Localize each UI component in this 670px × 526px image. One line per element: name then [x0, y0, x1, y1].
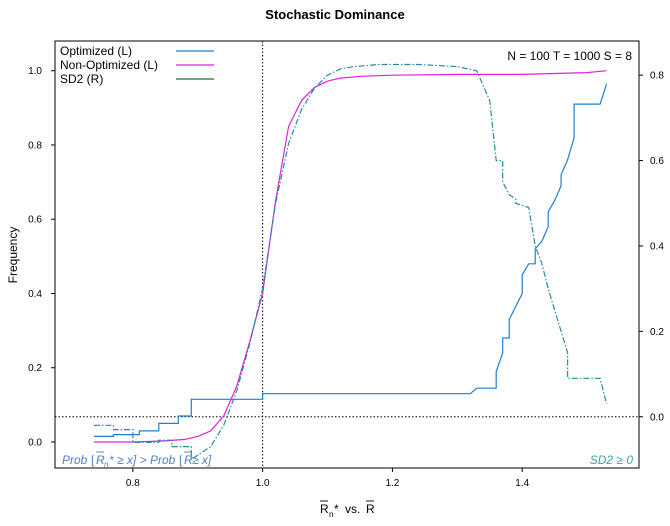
y-tick-label: 0.0 [28, 438, 42, 449]
annot-r-2: R [184, 453, 193, 467]
y-right-tick-label: 0.0 [650, 412, 664, 423]
x-label-part-1: R [320, 502, 329, 516]
bottom-right-annotation: SD2 ≥ 0 [590, 453, 634, 467]
y-tick-label: 0.4 [28, 289, 42, 300]
series-line-non-optimized-l [93, 70, 607, 443]
y-tick-label: 0.6 [28, 215, 42, 226]
x-tick-label: 0.8 [126, 478, 140, 489]
bottom-left-annotation: Prob [ R n * ≥ x] > Prob [ R ≥ x] [62, 451, 212, 469]
legend: Optimized (L) Non-Optimized (L) SD2 (R) [60, 44, 214, 86]
y-right-tick-label: 0.4 [650, 241, 664, 252]
y-axis-label: Frequency [6, 227, 20, 284]
y-axis-left: 0.0 0.2 0.4 0.6 0.8 1.0 [28, 66, 55, 449]
y-tick-label: 0.8 [28, 140, 42, 151]
x-tick-label: 1.2 [385, 478, 399, 489]
y-tick-label: 1.0 [28, 66, 42, 77]
chart-title: Stochastic Dominance [265, 7, 404, 22]
x-axis: 0.8 1.0 1.2 1.4 [126, 468, 530, 489]
legend-label-non-optimized: Non-Optimized (L) [60, 58, 158, 72]
x-tick-label: 1.4 [515, 478, 529, 489]
annot-tail: ≥ x] [192, 453, 212, 467]
x-label-sub: n [329, 510, 333, 519]
x-label-part-2: * [334, 502, 339, 516]
annot-prob-2: Prob [150, 453, 176, 467]
annot-bracket-2: [ [179, 453, 183, 467]
y-axis-right: 0.0 0.2 0.4 0.6 0.8 [639, 71, 664, 423]
plot-frame [54, 40, 640, 469]
x-label-part-4: R [366, 502, 375, 516]
annot-r-1: R [96, 453, 105, 467]
x-tick-label: 1.0 [256, 478, 270, 489]
annot-prob-1: Prob [62, 453, 88, 467]
annot-bracket-1: [ [91, 453, 95, 467]
legend-label-sd2: SD2 (R) [60, 72, 103, 86]
x-axis-label: R n * vs. R [320, 500, 375, 519]
y-right-tick-label: 0.8 [650, 71, 664, 82]
y-right-tick-label: 0.2 [650, 327, 664, 338]
series-layer [93, 63, 608, 461]
y-tick-label: 0.2 [28, 363, 42, 374]
reference-lines [55, 41, 639, 468]
annot-mid: * ≥ x] > [109, 453, 147, 467]
x-label-part-3: vs. [345, 502, 360, 516]
series-line-sd2-r [93, 63, 608, 461]
series-line-optimized-l [93, 83, 608, 437]
legend-label-optimized: Optimized (L) [60, 44, 132, 58]
y-right-tick-label: 0.6 [650, 156, 664, 167]
info-text: N = 100 T = 1000 S = 8 [507, 49, 632, 63]
annot-sub-1: n [104, 460, 109, 469]
